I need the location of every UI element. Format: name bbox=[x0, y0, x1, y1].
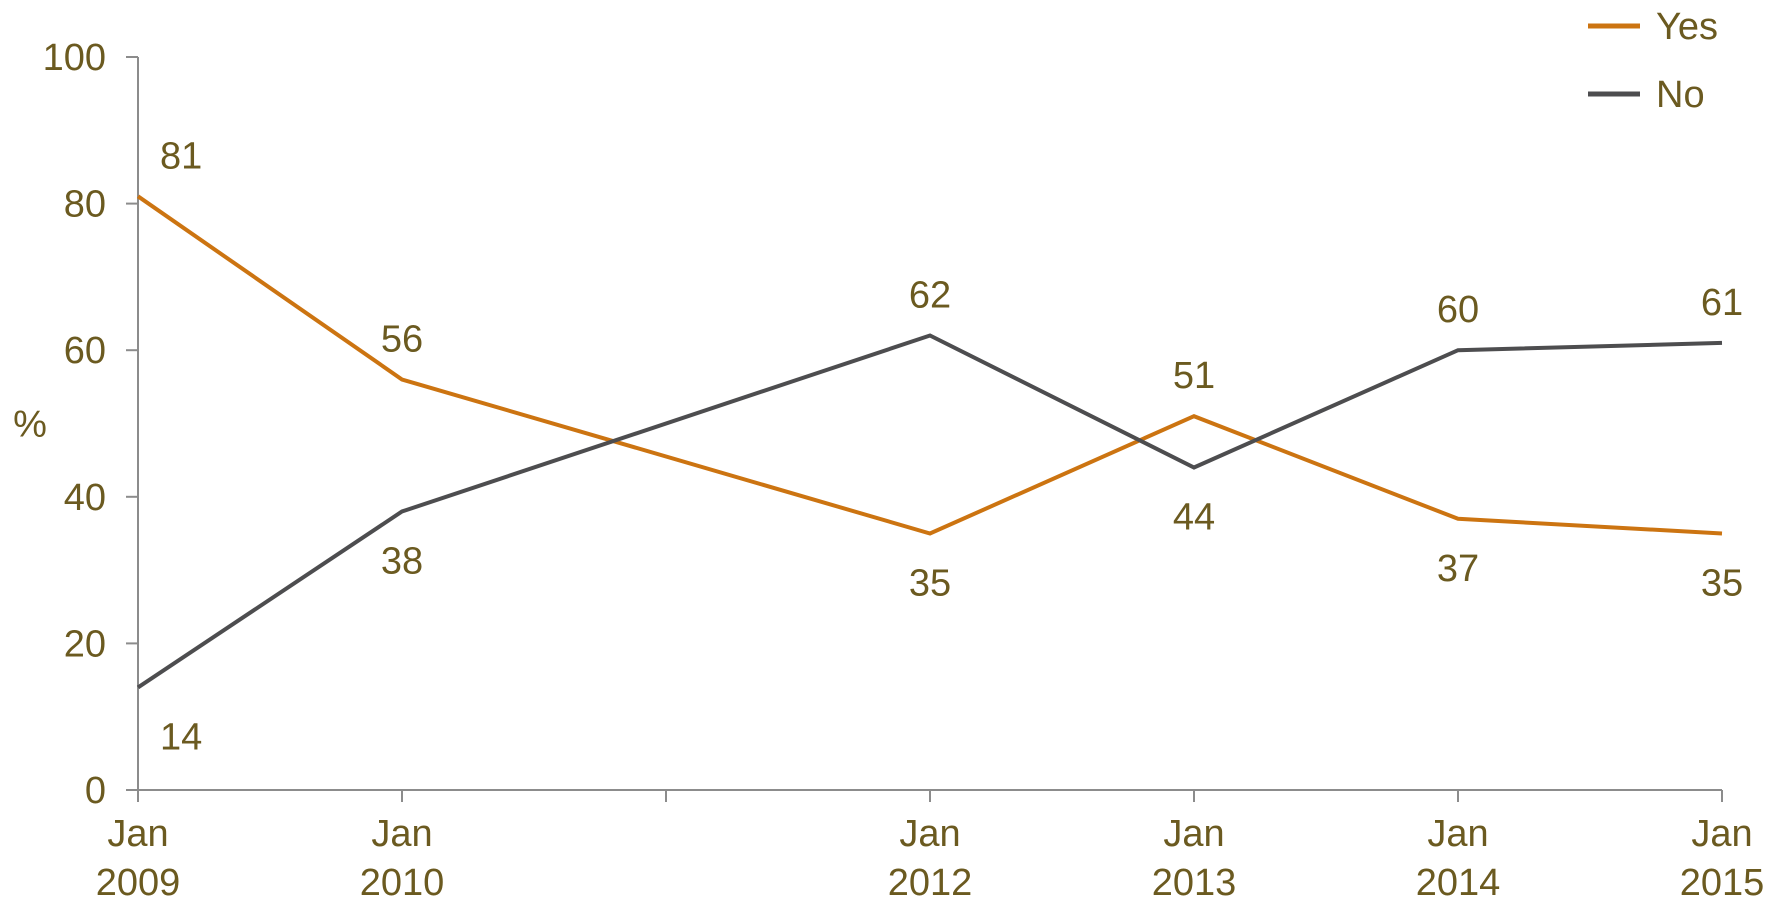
y-tick-label: 80 bbox=[64, 184, 106, 226]
x-tick-label: Jan 2015 bbox=[1680, 813, 1765, 904]
data-labels: 81 14 56 38 35 62 51 44 37 60 35 61 bbox=[160, 135, 1743, 758]
x-tick-label: Jan 2013 bbox=[1152, 813, 1237, 904]
x-tick-label: Jan 2010 bbox=[360, 813, 445, 904]
legend: Yes No bbox=[1588, 6, 1718, 116]
y-tick-label: 0 bbox=[85, 770, 106, 812]
y-tick-label: 20 bbox=[64, 623, 106, 665]
x-tick-label: Jan 2012 bbox=[888, 813, 973, 904]
series-line-yes bbox=[136, 194, 1723, 536]
legend-label-yes: Yes bbox=[1656, 6, 1718, 48]
data-label-no: 61 bbox=[1701, 282, 1743, 324]
data-label-yes: 37 bbox=[1437, 548, 1479, 590]
data-label-no: 44 bbox=[1173, 496, 1215, 538]
x-tick-label: Jan 2009 bbox=[96, 813, 181, 904]
axes: 0 20 40 60 80 100% Jan 2009 Jan 2010 Jan 2012 Jan 201… bbox=[13, 37, 1764, 904]
data-label-yes: 56 bbox=[381, 319, 423, 361]
y-axis-title: % bbox=[13, 404, 47, 446]
y-tick-label: 60 bbox=[64, 330, 106, 372]
series-lines bbox=[136, 194, 1723, 690]
data-label-yes: 35 bbox=[1701, 562, 1743, 604]
data-label-no: 62 bbox=[909, 275, 951, 317]
y-tick-label: 40 bbox=[64, 477, 106, 519]
series-line-no bbox=[136, 333, 1723, 690]
data-label-yes: 51 bbox=[1173, 355, 1215, 397]
data-label-no: 38 bbox=[381, 540, 423, 582]
legend-label-no: No bbox=[1656, 74, 1705, 116]
x-tick-label: Jan 2014 bbox=[1416, 813, 1501, 904]
y-tick-label: 100 bbox=[43, 37, 106, 79]
data-label-yes: 35 bbox=[909, 562, 951, 604]
data-label-no: 60 bbox=[1437, 289, 1479, 331]
data-label-yes: 81 bbox=[160, 135, 202, 177]
data-label-no: 14 bbox=[160, 716, 202, 758]
